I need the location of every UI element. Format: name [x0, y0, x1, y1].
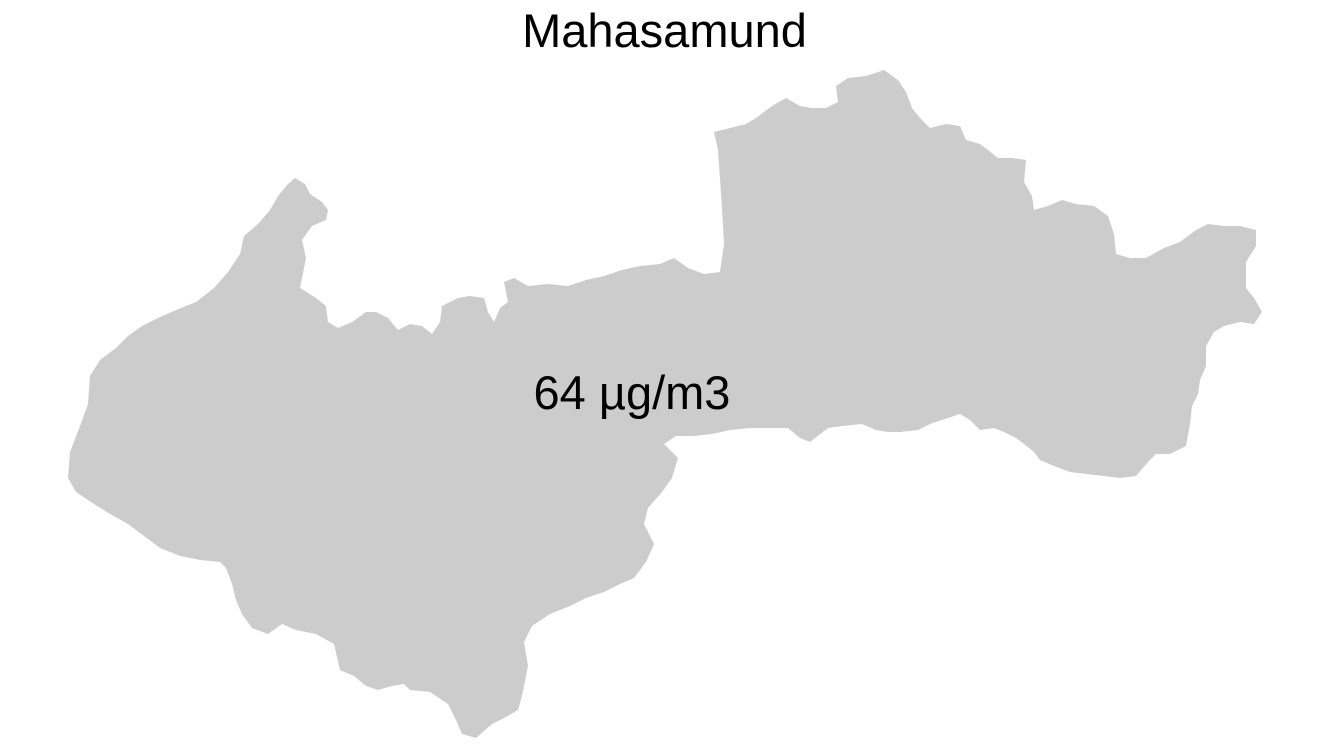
region-value-label: 64 µg/m3: [533, 366, 731, 419]
map-title: Mahasamund: [522, 4, 807, 57]
district-region: [68, 70, 1262, 738]
